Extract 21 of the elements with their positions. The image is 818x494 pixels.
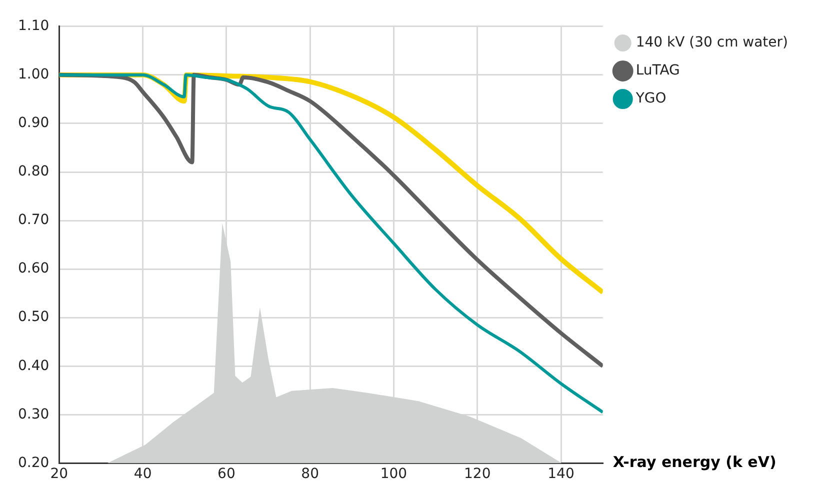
y-tick-label: 0.70 [18, 212, 50, 228]
x-tick-label: 100 [380, 466, 408, 482]
y-tick-label: 0.50 [18, 309, 50, 326]
x-tick-label: 120 [464, 466, 491, 482]
x-tick-label: 60 [218, 466, 236, 482]
legend-label: LuTAG [636, 62, 680, 79]
y-tick-label: 0.80 [18, 164, 50, 180]
y-tick-label: 1.00 [18, 66, 50, 83]
x-tick-label: 80 [301, 466, 320, 482]
y-tick-label: 0.90 [18, 115, 50, 132]
legend-label: YGO [634, 90, 666, 107]
x-tick-label: 20 [50, 466, 68, 482]
y-tick-label: 0.30 [18, 406, 50, 422]
y-tick-label: 0.40 [18, 358, 50, 374]
x-tick-label: 140 [548, 466, 574, 482]
x-tick-label: 40 [134, 466, 152, 482]
x-axis-title: X-ray energy (k eV) [612, 453, 776, 472]
y-tick-label: 0.60 [18, 260, 50, 277]
y-tick-label: 1.10 [18, 18, 50, 34]
legend-label: 140 kV (30 cm water) [636, 34, 788, 51]
y-tick-label: 0.20 [18, 454, 50, 471]
